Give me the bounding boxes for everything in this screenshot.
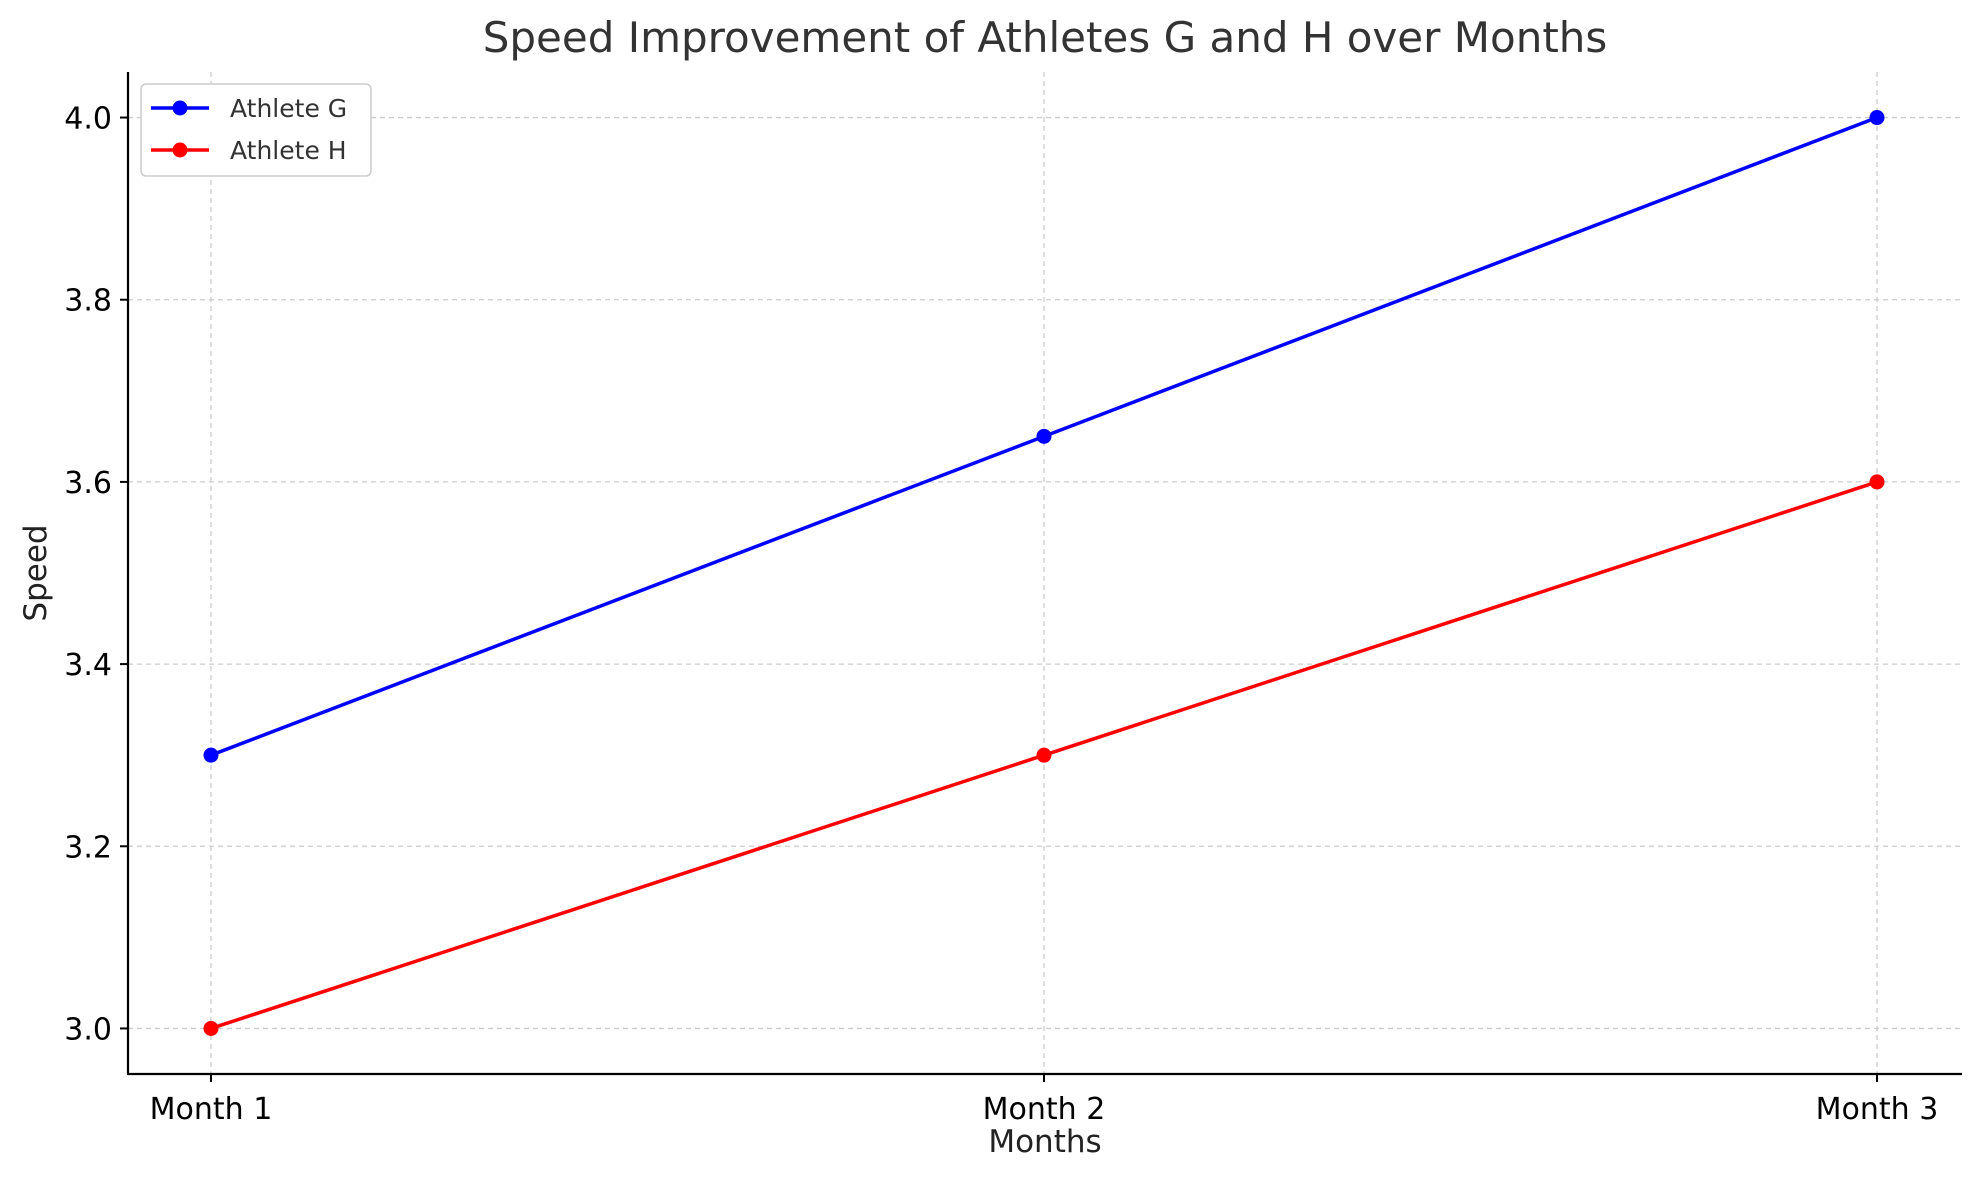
legend-marker-athlete-g: [172, 100, 188, 116]
y-axis-title: Speed: [18, 524, 54, 621]
y-tick-label-4-0: 4.0: [64, 102, 112, 137]
data-point-athlete-h-month-2: [1036, 747, 1052, 763]
y-tick-label-3-6: 3.6: [64, 466, 112, 501]
series-group: [203, 110, 1885, 1036]
x-tick-label-month-2: Month 2: [983, 1092, 1106, 1127]
legend-label-athlete-h: Athlete H: [230, 136, 347, 165]
y-tick-label-3-0: 3.0: [64, 1012, 112, 1047]
data-point-athlete-h-month-1: [203, 1020, 219, 1036]
y-tick-label-3-4: 3.4: [64, 648, 112, 683]
axes: [126, 72, 1962, 1076]
x-tick-label-month-1: Month 1: [150, 1092, 273, 1127]
x-axis-ticks: Month 1 Month 2 Month 3: [150, 1074, 1939, 1127]
x-tick-label-month-3: Month 3: [1816, 1092, 1939, 1127]
grid: [128, 72, 1962, 1074]
legend-label-athlete-g: Athlete G: [230, 94, 347, 123]
x-axis-title: Months: [988, 1124, 1101, 1160]
y-tick-label-3-2: 3.2: [64, 830, 112, 865]
data-point-athlete-g-month-3: [1869, 110, 1885, 126]
legend: Athlete G Athlete H: [140, 83, 372, 177]
y-tick-label-3-8: 3.8: [64, 284, 112, 319]
data-point-athlete-g-month-1: [203, 747, 219, 763]
legend-marker-athlete-h: [172, 142, 188, 158]
chart-title: Speed Improvement of Athletes G and H ov…: [483, 13, 1608, 62]
y-axis-ticks: 3.0 3.2 3.4 3.6 3.8 4.0: [64, 102, 128, 1047]
data-point-athlete-g-month-2: [1036, 428, 1052, 444]
data-point-athlete-h-month-3: [1869, 474, 1885, 490]
